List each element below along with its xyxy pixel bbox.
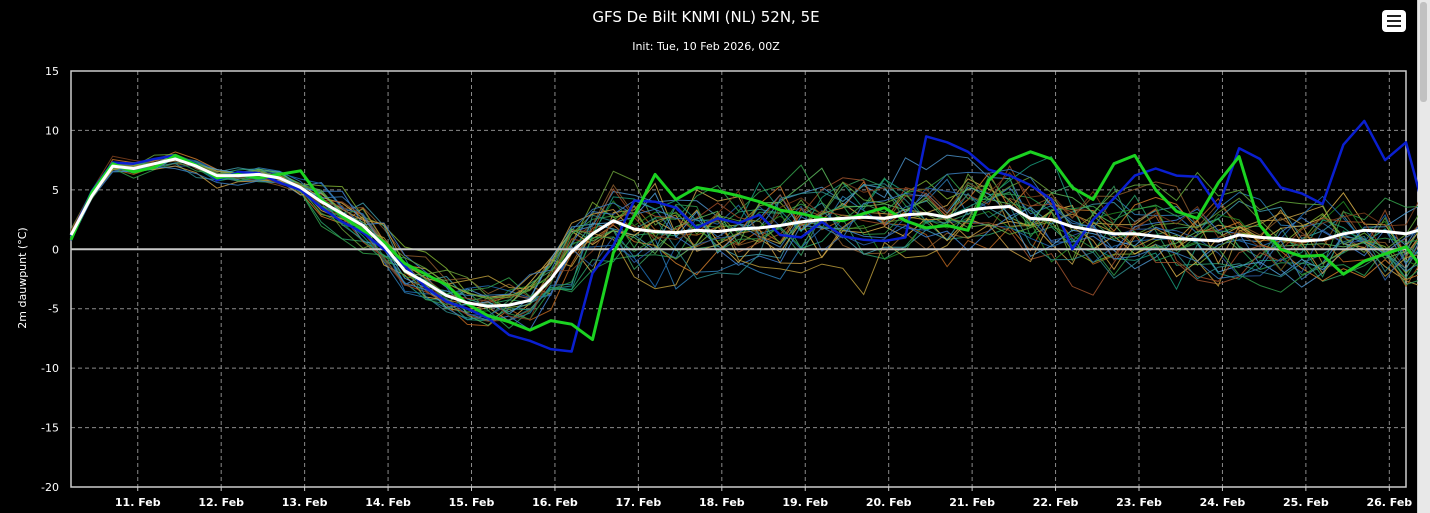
series-line-ensemble-mean xyxy=(69,157,1418,308)
y-tick-label: 15 xyxy=(45,65,59,78)
x-tick-label: 11. Feb xyxy=(115,496,161,509)
x-tick-label: 18. Feb xyxy=(699,496,745,509)
scrollbar[interactable] xyxy=(1417,0,1430,513)
y-tick-label: -15 xyxy=(41,422,59,435)
chart-subtitle: Init: Tue, 10 Feb 2026, 00Z xyxy=(632,40,780,53)
scrollbar-thumb[interactable] xyxy=(1420,2,1427,102)
x-tick-label: 24. Feb xyxy=(1200,496,1246,509)
chart-title: GFS De Bilt KNMI (NL) 52N, 5E xyxy=(592,8,820,26)
y-tick-label: -20 xyxy=(41,481,59,494)
ensemble-member-line xyxy=(70,160,1418,321)
series-line-control xyxy=(69,119,1418,353)
ensemble-member-line xyxy=(70,162,1418,298)
x-tick-label: 21. Feb xyxy=(949,496,995,509)
x-tick-label: 15. Feb xyxy=(449,496,495,509)
y-tick-label: -5 xyxy=(48,303,59,316)
x-tick-label: 19. Feb xyxy=(782,496,828,509)
ensemble-member-line xyxy=(70,153,1418,300)
y-tick-label: 5 xyxy=(52,184,59,197)
ensemble-member-line xyxy=(70,160,1418,327)
x-tick-label: 23. Feb xyxy=(1116,496,1162,509)
y-tick-label: 0 xyxy=(52,243,59,256)
x-tick-label: 26. Feb xyxy=(1366,496,1412,509)
x-tick-label: 25. Feb xyxy=(1283,496,1329,509)
chart-menu-icon[interactable] xyxy=(1382,10,1406,32)
x-tick-label: 16. Feb xyxy=(532,496,578,509)
x-tick-label: 12. Feb xyxy=(198,496,244,509)
x-tick-label: 20. Feb xyxy=(866,496,912,509)
x-tick-label: 17. Feb xyxy=(616,496,662,509)
plot-frame xyxy=(70,70,1407,488)
y-axis-label: 2m dauwpunt (°C) xyxy=(16,227,29,328)
x-tick-label: 13. Feb xyxy=(282,496,328,509)
x-tick-label: 14. Feb xyxy=(365,496,411,509)
x-tick-label: 22. Feb xyxy=(1033,496,1079,509)
y-tick-label: 10 xyxy=(45,124,59,137)
ensemble-member-line xyxy=(70,151,1418,305)
y-tick-label: -10 xyxy=(41,362,59,375)
series-line-operational xyxy=(69,150,1418,342)
